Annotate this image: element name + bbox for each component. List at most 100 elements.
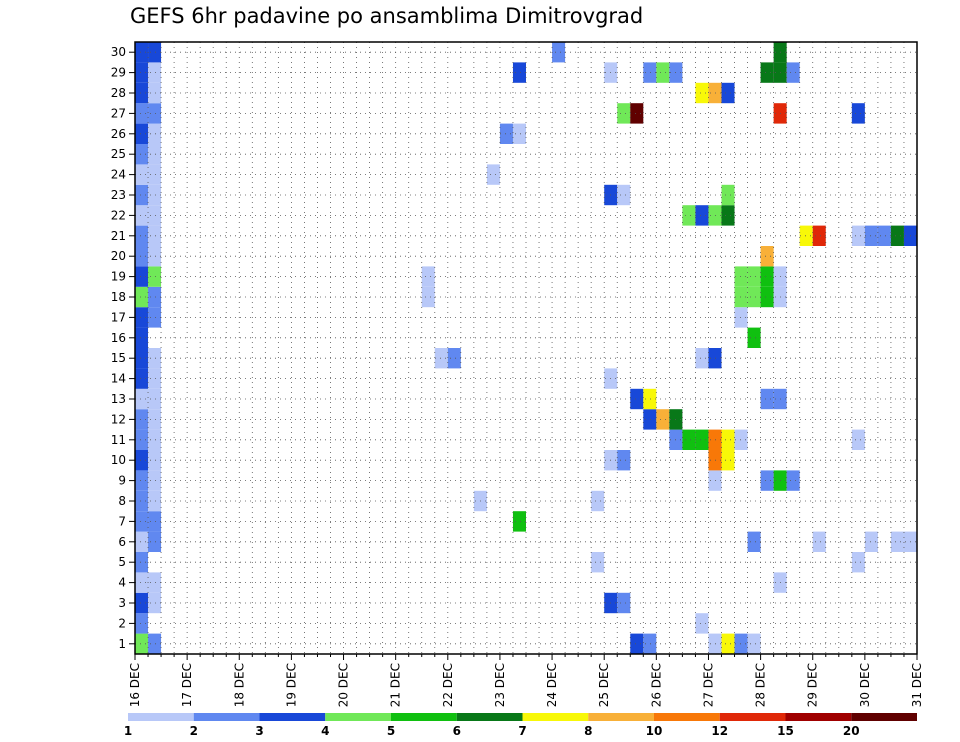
heatmap-cell	[135, 82, 149, 104]
heatmap-cell	[148, 470, 162, 491]
heatmap-cell	[148, 511, 162, 532]
heatmap-cell	[890, 531, 904, 552]
heatmap-cell	[135, 429, 149, 450]
heatmap-cell	[851, 103, 865, 124]
heatmap-cell	[721, 429, 735, 450]
axis-layer: 1234567891011121314151617181920212223242…	[111, 41, 924, 707]
y-tick-label: 3	[118, 596, 126, 610]
heatmap-cell	[630, 388, 644, 410]
legend-label: 3	[255, 724, 263, 738]
heatmap-cell	[148, 123, 162, 144]
heatmap-cell	[734, 266, 748, 287]
heatmap-cell	[695, 429, 709, 450]
heatmap-cell	[148, 633, 162, 654]
x-tick-label: 28 DEC	[754, 663, 768, 707]
heatmap-cell	[135, 490, 149, 512]
heatmap-cell	[135, 633, 149, 654]
heatmap-cell	[148, 348, 162, 369]
y-tick-label: 1	[118, 637, 126, 651]
y-tick-label: 7	[118, 514, 126, 528]
heatmap-cell	[148, 266, 162, 287]
heatmap-cell	[512, 511, 526, 532]
y-tick-label: 20	[111, 249, 126, 263]
heatmap-cell	[721, 82, 735, 104]
heatmap-cell	[786, 62, 800, 83]
x-tick-label: 30 DEC	[858, 663, 872, 707]
y-tick-label: 23	[111, 188, 126, 202]
legend-swatch	[391, 713, 457, 721]
heatmap-cell	[148, 531, 162, 552]
heatmap-cell	[148, 572, 162, 593]
y-tick-label: 10	[111, 453, 126, 467]
heatmap-cell	[135, 42, 149, 63]
legend-swatch	[259, 713, 326, 721]
heatmap-cell	[148, 144, 162, 165]
heatmap-cell	[708, 470, 722, 491]
x-tick-label: 20 DEC	[337, 663, 351, 707]
heatmap-cell	[760, 470, 774, 491]
y-tick-label: 17	[111, 310, 126, 324]
heatmap-cell	[148, 62, 162, 83]
heatmap-cell	[135, 327, 149, 348]
heatmap-cell	[851, 225, 865, 246]
heatmap-cell	[890, 225, 904, 246]
heatmap-cell	[708, 429, 722, 450]
y-tick-label: 19	[111, 270, 126, 284]
heatmap-cell	[643, 409, 657, 430]
y-tick-label: 22	[111, 208, 126, 222]
x-tick-label: 19 DEC	[284, 663, 298, 707]
y-tick-label: 13	[111, 392, 126, 406]
y-tick-label: 16	[111, 331, 126, 345]
heatmap-cell	[148, 42, 162, 63]
heatmap-cell	[148, 82, 162, 104]
x-tick-label: 23 DEC	[493, 663, 507, 707]
heatmap-cell	[617, 184, 631, 206]
heatmap-cell	[591, 552, 605, 573]
x-tick-label: 18 DEC	[232, 663, 246, 707]
heatmap-cell	[708, 205, 722, 226]
legend-swatch	[851, 713, 917, 721]
heatmap-cell	[135, 164, 149, 185]
x-tick-label: 31 DEC	[910, 663, 924, 707]
legend-swatch	[193, 713, 260, 721]
heatmap-cell	[747, 266, 761, 287]
heatmap-cell	[148, 286, 162, 308]
heatmap-cell	[877, 225, 891, 246]
heatmap-cell	[747, 633, 761, 654]
heatmap-cell	[656, 409, 670, 430]
grid-layer	[135, 42, 917, 654]
legend-label: 4	[321, 724, 329, 738]
heatmap-cell	[135, 552, 149, 573]
heatmap-cell	[682, 429, 696, 450]
y-tick-label: 5	[118, 555, 126, 569]
y-tick-label: 2	[118, 616, 126, 630]
y-tick-label: 11	[111, 433, 126, 447]
x-tick-label: 16 DEC	[128, 663, 142, 707]
heatmap-cell	[421, 286, 435, 308]
heatmap-cell	[135, 246, 149, 267]
heatmap-cell	[148, 592, 162, 614]
heatmap-cell	[148, 429, 162, 450]
heatmap-cell	[851, 429, 865, 450]
heatmap-cell	[135, 388, 149, 410]
x-tick-label: 17 DEC	[180, 663, 194, 707]
y-tick-label: 24	[111, 168, 126, 182]
heatmap-cell	[708, 82, 722, 104]
heatmap-cell	[135, 368, 149, 389]
y-tick-label: 29	[111, 66, 126, 80]
heatmap-cell	[695, 205, 709, 226]
y-tick-label: 26	[111, 127, 126, 141]
heatmap-cell	[747, 531, 761, 552]
legend-swatch	[456, 713, 523, 721]
heatmap-cell	[135, 266, 149, 287]
legend-swatch	[128, 713, 194, 721]
heatmap-cell	[135, 511, 149, 532]
heatmap-cell	[135, 225, 149, 246]
y-tick-label: 21	[111, 229, 126, 243]
heatmap-cell	[148, 409, 162, 430]
heatmap-cell	[851, 552, 865, 573]
legend-swatch	[719, 713, 786, 721]
heatmap-cell	[135, 62, 149, 83]
x-tick-label: 27 DEC	[701, 663, 715, 707]
